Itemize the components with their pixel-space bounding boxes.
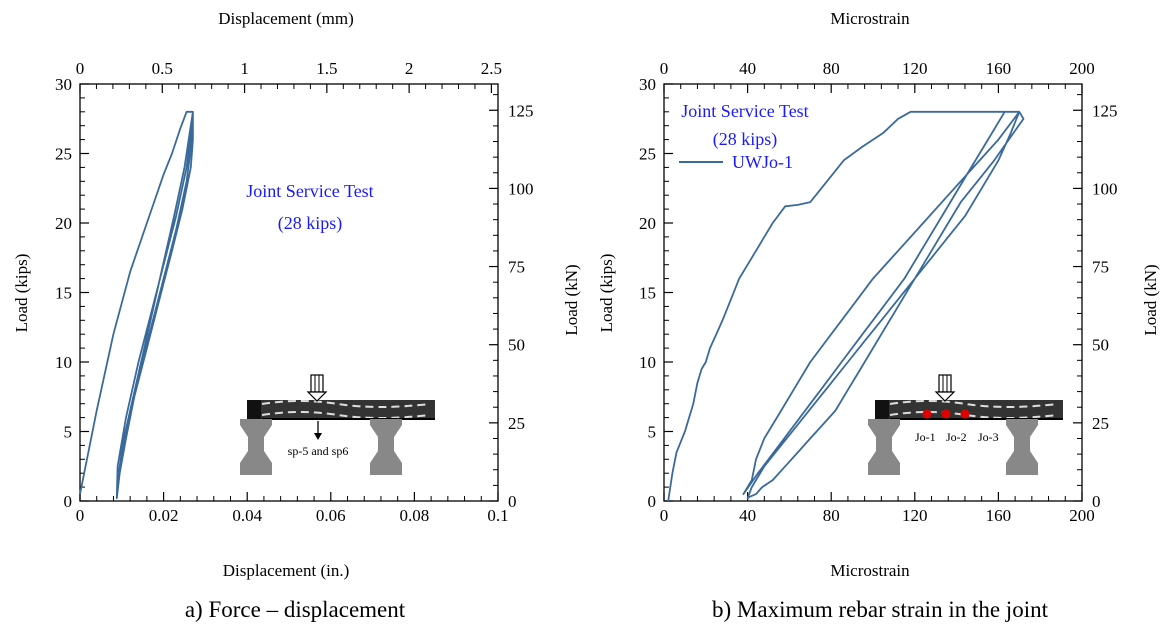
left-tick-label: 5: [648, 423, 657, 442]
right-tick-label: 50: [1092, 336, 1109, 355]
bottom-tick-label: 0.1: [487, 506, 508, 525]
girder-end-block: [247, 400, 261, 419]
bottom-tick-label: 0.04: [232, 506, 262, 525]
panel-b-legend: UWJo-1: [679, 152, 793, 172]
panel-b-right-axis-title: Load (kN): [1141, 264, 1160, 335]
left-tick-label: 25: [639, 145, 656, 164]
panel-a-plot-frame: [80, 84, 498, 501]
right-tick-label: 25: [508, 414, 525, 433]
left-tick-label: 15: [639, 284, 656, 303]
panel-b-x-axis-title: Microstrain: [830, 561, 910, 580]
left-tick-label: 0: [64, 492, 73, 511]
left-tick-label: 20: [639, 214, 656, 233]
right-pier-shape: [1006, 419, 1038, 475]
panel-b-annotation-line2: (28 kips): [713, 129, 778, 150]
left-tick-label: 10: [639, 353, 656, 372]
top-tick-label: 0: [660, 59, 669, 78]
top-tick-label: 160: [986, 59, 1012, 78]
bottom-tick-label: 160: [986, 506, 1012, 525]
gauge-jo-3-marker: [961, 410, 970, 419]
legend-label-uwjo-1: UWJo-1: [732, 152, 793, 172]
right-tick-label: 0: [508, 492, 517, 511]
load-arrow-icon: [308, 375, 326, 401]
displacement-arrow-icon: [314, 421, 322, 440]
left-tick-label: 30: [639, 75, 656, 94]
panel-a-inset-schematic: sp-5 and sp6: [240, 375, 435, 475]
gauge-jo-2-marker: [942, 410, 951, 419]
bottom-tick-label: 0.08: [400, 506, 430, 525]
right-tick-label: 100: [1092, 179, 1118, 198]
bottom-tick-label: 120: [902, 506, 928, 525]
top-tick-label: 1: [240, 59, 249, 78]
panel-a-annotation-line1: Joint Service Test: [246, 181, 373, 201]
right-tick-label: 25: [1092, 414, 1109, 433]
bottom-tick-label: 0.06: [316, 506, 346, 525]
panel-a-right-axis-title: Load (kN): [562, 264, 581, 335]
panel-a-x-axis-title: Displacement (in.): [223, 561, 350, 580]
panel-b-annotation-line1: Joint Service Test: [681, 101, 808, 121]
panel-b-top-axis-title: Microstrain: [830, 9, 910, 28]
panel-a-ticks: [80, 84, 498, 501]
left-tick-label: 30: [55, 75, 72, 94]
inset-label-jo-1: Jo-1: [915, 430, 936, 444]
left-tick-label: 5: [64, 423, 73, 442]
bottom-tick-label: 0: [660, 506, 669, 525]
panel-b-y-axis-title: Load (kips): [597, 254, 616, 333]
right-tick-label: 75: [508, 258, 525, 277]
left-tick-label: 0: [648, 492, 657, 511]
panel-b-load-strain-curve: [668, 112, 1023, 501]
left-pier-shape: [240, 419, 272, 475]
top-tick-label: 2.5: [481, 59, 502, 78]
bottom-tick-label: 40: [739, 506, 756, 525]
gauge-jo-1-marker: [923, 410, 932, 419]
inset-label-jo-3: Jo-3: [978, 430, 999, 444]
left-tick-label: 25: [55, 145, 72, 164]
panel-a-caption: a) Force – displacement: [185, 597, 406, 622]
top-tick-label: 80: [823, 59, 840, 78]
top-tick-label: 2: [405, 59, 414, 78]
panel-a-load-displacement-curve: [80, 112, 193, 498]
panel-a-inset-label: sp-5 and sp6: [288, 444, 349, 458]
right-tick-label: 75: [1092, 258, 1109, 277]
panel-a-y-axis-title: Load (kips): [12, 254, 31, 333]
top-tick-label: 0: [76, 59, 85, 78]
left-pier-shape: [868, 419, 900, 475]
panel-a-top-axis-title: Displacement (mm): [218, 9, 354, 28]
right-tick-label: 100: [508, 179, 534, 198]
right-tick-label: 0: [1092, 492, 1101, 511]
top-tick-label: 40: [739, 59, 756, 78]
inset-label-jo-2: Jo-2: [946, 430, 967, 444]
left-tick-label: 20: [55, 214, 72, 233]
right-pier-shape: [370, 419, 402, 475]
panel-b-caption: b) Maximum rebar strain in the joint: [712, 597, 1049, 622]
girder-end-block: [875, 400, 889, 419]
right-tick-label: 125: [508, 101, 534, 120]
top-tick-label: 200: [1069, 59, 1095, 78]
load-arrow-icon: [936, 375, 954, 401]
bottom-tick-label: 200: [1069, 506, 1095, 525]
panel-b-inset-schematic: Jo-1 Jo-2 Jo-3: [868, 375, 1063, 475]
bottom-tick-label: 0.02: [149, 506, 179, 525]
right-tick-label: 50: [508, 336, 525, 355]
left-tick-label: 10: [55, 353, 72, 372]
bottom-tick-label: 0: [76, 506, 85, 525]
panel-a-annotation-line2: (28 kips): [278, 213, 343, 234]
right-tick-label: 125: [1092, 101, 1118, 120]
left-tick-label: 15: [55, 284, 72, 303]
top-tick-label: 0.5: [152, 59, 173, 78]
top-tick-label: 1.5: [316, 59, 337, 78]
top-tick-label: 120: [902, 59, 928, 78]
bottom-tick-label: 80: [823, 506, 840, 525]
